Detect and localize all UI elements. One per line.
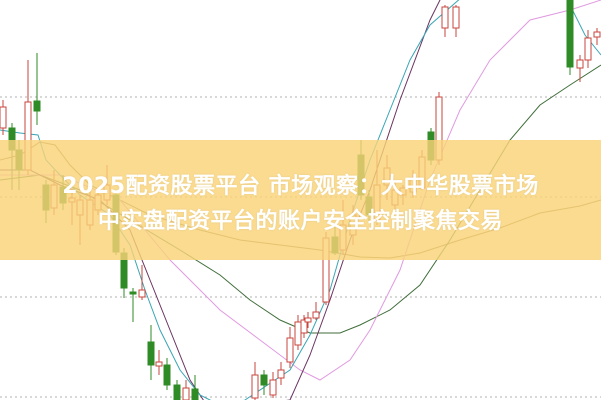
candle-down (566, 0, 574, 68)
candle-down (173, 384, 181, 400)
headline-line-2: 中实盘配资平台的账户安全控制聚焦交易 (97, 209, 503, 234)
candle-up (584, 37, 592, 61)
candle-down (163, 364, 171, 386)
candle-down (260, 374, 268, 386)
candle-up (182, 387, 190, 400)
candle-up (593, 31, 601, 38)
candle-up (277, 369, 285, 379)
candle-up (304, 317, 312, 323)
candle-up (441, 6, 449, 29)
headline-line-1: 2025配资股票平台 市场观察：大中华股票市场 (62, 174, 539, 199)
candle-up (251, 374, 259, 399)
candle-up (269, 379, 277, 396)
candle-up (312, 311, 320, 319)
candle-up (155, 361, 163, 367)
candle-down (147, 341, 155, 366)
candle-up (452, 6, 460, 29)
candle-down (129, 291, 137, 295)
candle-up (576, 59, 584, 69)
headline-banner (0, 140, 601, 260)
candle-up (300, 319, 308, 334)
candle-up (0, 106, 7, 129)
candle-up (286, 337, 294, 363)
candle-up (294, 321, 302, 346)
candle-up (138, 289, 146, 298)
candle-down (191, 388, 199, 400)
candle-down (33, 100, 41, 112)
